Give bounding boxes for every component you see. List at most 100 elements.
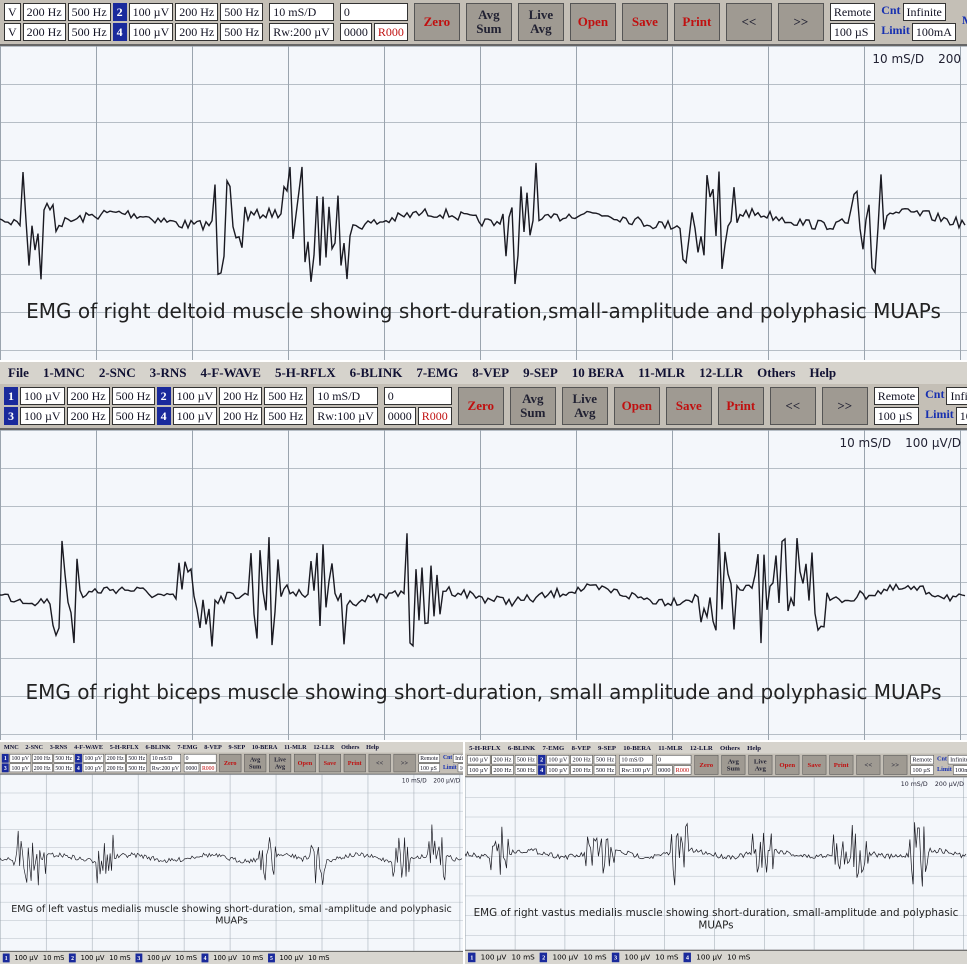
- toolbar-button[interactable]: Zero: [694, 755, 718, 775]
- menu-item[interactable]: 3-RNS: [50, 743, 68, 751]
- channel-field[interactable]: 500 Hz: [220, 23, 263, 41]
- menu-item[interactable]: 12-LLR: [690, 744, 713, 752]
- channel-field[interactable]: 100 µV: [546, 755, 569, 764]
- channel-field[interactable]: 500 Hz: [264, 387, 307, 405]
- toolbar-button[interactable]: Live Avg: [748, 755, 772, 775]
- toolbar-button[interactable]: Zero: [458, 387, 504, 425]
- channel-field[interactable]: 100 µV: [83, 764, 104, 773]
- channel-field[interactable]: 100 µV: [467, 755, 490, 764]
- toolbar-button[interactable]: Open: [294, 754, 316, 772]
- remote-field[interactable]: Remote: [418, 754, 440, 763]
- channel-field[interactable]: 500 Hz: [264, 407, 307, 425]
- timebase[interactable]: 10 mS/D: [150, 754, 181, 763]
- channel-field[interactable]: 100 µV: [10, 764, 31, 773]
- limit-value[interactable]: Infinite: [948, 755, 967, 764]
- menu-item[interactable]: 8-VEP: [204, 743, 222, 751]
- toolbar-button[interactable]: Print: [344, 754, 366, 772]
- channel-field[interactable]: 200 Hz: [32, 764, 53, 773]
- channel-field[interactable]: 4: [538, 765, 545, 774]
- limit-value[interactable]: 100mA: [458, 764, 463, 773]
- channel-field[interactable]: 200 Hz: [175, 23, 218, 41]
- toolbar-button[interactable]: Avg Sum: [466, 3, 512, 41]
- channel-field[interactable]: 200 Hz: [175, 3, 218, 21]
- channel-field[interactable]: 4: [113, 23, 127, 41]
- timebase[interactable]: 10 mS/D: [313, 387, 378, 405]
- menu-item[interactable]: 5-H-RFLX: [275, 365, 336, 381]
- channel-field[interactable]: 500 Hz: [68, 3, 111, 21]
- channel-field[interactable]: 200 Hz: [67, 407, 110, 425]
- rw-setting[interactable]: Rw:100 µV: [313, 407, 378, 425]
- menu-item[interactable]: 7-EMG: [416, 365, 458, 381]
- channel-field[interactable]: 500 Hz: [112, 387, 155, 405]
- menu-item[interactable]: 8-VEP: [472, 365, 509, 381]
- toolbar-button[interactable]: <<: [856, 755, 880, 775]
- channel-field[interactable]: 200 Hz: [23, 3, 66, 21]
- menu-item[interactable]: 8-VEP: [572, 744, 591, 752]
- menu-item[interactable]: 4-F-WAVE: [74, 743, 103, 751]
- channel-field[interactable]: 2: [113, 3, 127, 21]
- channel-field[interactable]: 100 µV: [467, 765, 490, 774]
- toolbar-button[interactable]: Save: [622, 3, 668, 41]
- channel-field[interactable]: 1: [2, 754, 9, 763]
- channel-field[interactable]: 100 µV: [20, 387, 65, 405]
- toolbar-button[interactable]: Live Avg: [269, 754, 291, 772]
- remote-field[interactable]: 100 µS: [418, 764, 440, 773]
- toolbar-button[interactable]: >>: [393, 754, 415, 772]
- menu-item[interactable]: File: [8, 365, 29, 381]
- toolbar-button[interactable]: <<: [726, 3, 772, 41]
- channel-field[interactable]: 500 Hz: [53, 764, 74, 773]
- channel-field[interactable]: 100 µV: [10, 754, 31, 763]
- channel-field[interactable]: 500 Hz: [126, 764, 147, 773]
- menu-item[interactable]: Help: [809, 365, 836, 381]
- toolbar-button[interactable]: <<: [770, 387, 816, 425]
- channel-field[interactable]: 500 Hz: [126, 754, 147, 763]
- channel-field[interactable]: 500 Hz: [68, 23, 111, 41]
- menu-item[interactable]: Others: [720, 744, 740, 752]
- menu-item[interactable]: 6-BLINK: [350, 365, 403, 381]
- toolbar-button[interactable]: Avg Sum: [721, 755, 745, 775]
- toolbar-button[interactable]: Avg Sum: [244, 754, 266, 772]
- menu-item[interactable]: Help: [747, 744, 761, 752]
- menu-item[interactable]: 2-SNC: [25, 743, 43, 751]
- limit-value[interactable]: 100mA: [912, 23, 956, 41]
- rw-setting[interactable]: Rw:100 µV: [619, 765, 653, 774]
- menu-item[interactable]: 7-EMG: [543, 744, 565, 752]
- menu-item[interactable]: Others: [341, 743, 359, 751]
- channel-field[interactable]: 200 Hz: [570, 765, 592, 774]
- menu-item[interactable]: 6-BLINK: [508, 744, 535, 752]
- menu-item[interactable]: 11-MLR: [638, 365, 685, 381]
- menu-item[interactable]: MNC: [4, 743, 19, 751]
- toolbar-button[interactable]: >>: [778, 3, 824, 41]
- menu-item[interactable]: 11-MLR: [658, 744, 682, 752]
- channel-field[interactable]: 500 Hz: [594, 765, 616, 774]
- menu-item[interactable]: 11-MLR: [284, 743, 306, 751]
- channel-field[interactable]: 200 Hz: [105, 754, 126, 763]
- channel-field[interactable]: 100 µV: [173, 407, 218, 425]
- menu-item[interactable]: 5-H-RFLX: [469, 744, 500, 752]
- toolbar-button[interactable]: Print: [829, 755, 853, 775]
- menu-item[interactable]: 9-SEP: [523, 365, 558, 381]
- menu-item[interactable]: 1-MNC: [43, 365, 85, 381]
- channel-field[interactable]: 2: [75, 754, 82, 763]
- toolbar-button[interactable]: Save: [802, 755, 826, 775]
- menu-item[interactable]: 2-SNC: [99, 365, 136, 381]
- channel-field[interactable]: 1: [4, 387, 18, 405]
- remote-field[interactable]: Remote: [910, 755, 934, 764]
- menu-item[interactable]: Help: [366, 743, 379, 751]
- remote-field[interactable]: Remote: [874, 387, 919, 405]
- channel-field[interactable]: 200 Hz: [570, 755, 592, 764]
- remote-field[interactable]: Remote: [830, 3, 875, 21]
- timebase[interactable]: 10 mS/D: [619, 755, 653, 764]
- channel-field[interactable]: 4: [157, 407, 171, 425]
- channel-field[interactable]: V: [4, 3, 21, 21]
- channel-field[interactable]: 500 Hz: [220, 3, 263, 21]
- channel-field[interactable]: 200 Hz: [219, 387, 262, 405]
- toolbar-button[interactable]: Zero: [219, 754, 241, 772]
- toolbar-button[interactable]: Save: [319, 754, 341, 772]
- toolbar-button[interactable]: Print: [718, 387, 764, 425]
- timebase[interactable]: 10 mS/D: [269, 3, 334, 21]
- remote-field[interactable]: 100 µS: [910, 765, 934, 774]
- channel-field[interactable]: 100 µV: [173, 387, 218, 405]
- menu-item[interactable]: 6-BLINK: [145, 743, 170, 751]
- channel-field[interactable]: 2: [157, 387, 171, 405]
